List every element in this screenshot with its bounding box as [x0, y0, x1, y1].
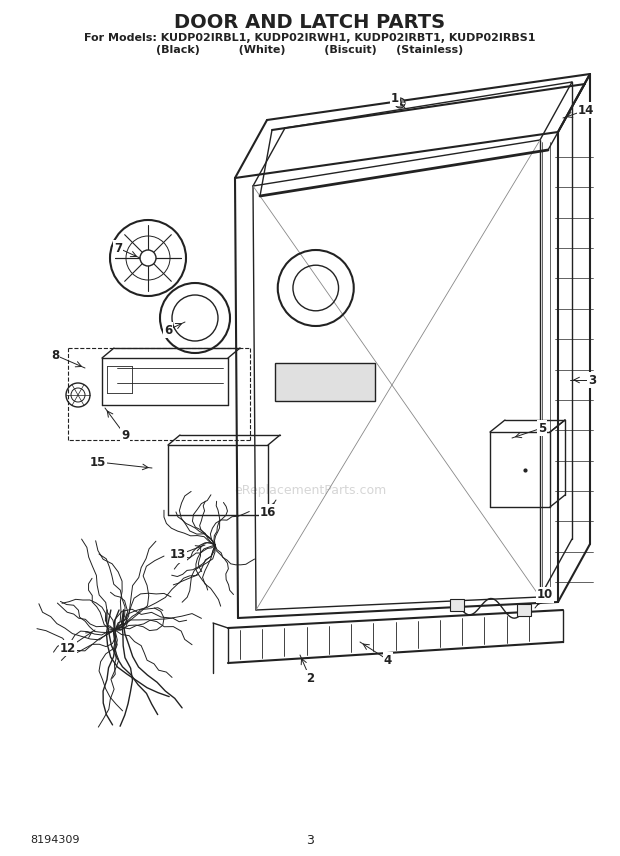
Text: 14: 14 — [578, 104, 594, 116]
Text: 7: 7 — [114, 241, 122, 254]
Text: 10: 10 — [537, 589, 553, 602]
Text: 6: 6 — [164, 324, 172, 336]
Bar — [450, 599, 464, 611]
Text: 3: 3 — [306, 834, 314, 847]
Text: DOOR AND LATCH PARTS: DOOR AND LATCH PARTS — [174, 13, 446, 32]
Text: 13: 13 — [170, 549, 186, 562]
Text: 3: 3 — [588, 373, 596, 387]
Bar — [517, 604, 531, 616]
Text: 12: 12 — [60, 641, 76, 655]
Text: 8: 8 — [51, 348, 59, 361]
Text: For Models: KUDP02IRBL1, KUDP02IRWH1, KUDP02IRBT1, KUDP02IRBS1: For Models: KUDP02IRBL1, KUDP02IRWH1, KU… — [84, 33, 536, 43]
Text: 4: 4 — [384, 653, 392, 667]
Text: 16: 16 — [260, 506, 276, 519]
Text: eReplacementParts.com: eReplacementParts.com — [234, 484, 386, 496]
Text: 5: 5 — [538, 421, 546, 435]
Text: 9: 9 — [121, 429, 129, 442]
Text: 15: 15 — [90, 455, 106, 468]
Text: 2: 2 — [306, 671, 314, 685]
Circle shape — [395, 98, 405, 108]
Text: (Black)          (White)          (Biscuit)     (Stainless): (Black) (White) (Biscuit) (Stainless) — [156, 45, 464, 55]
Text: 1: 1 — [391, 92, 399, 104]
Text: 8194309: 8194309 — [30, 835, 79, 845]
Bar — [275, 363, 375, 401]
Circle shape — [140, 250, 156, 266]
